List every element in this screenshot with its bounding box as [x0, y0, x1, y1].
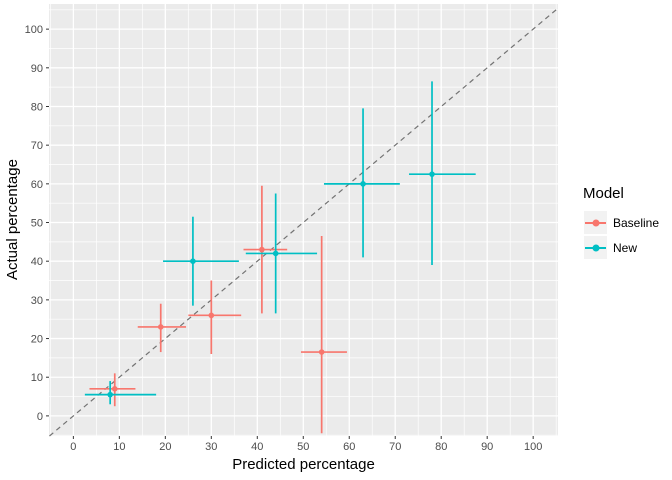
data-point-new-4: [429, 171, 435, 177]
x-tick-label: 90: [481, 441, 493, 453]
y-tick-label: 60: [31, 179, 43, 191]
y-tick-label: 90: [31, 63, 43, 75]
y-tick-label: 100: [25, 24, 43, 36]
data-point-baseline-2: [208, 312, 215, 319]
y-tick-label: 20: [31, 334, 43, 346]
data-point-baseline-4: [318, 349, 325, 355]
x-tick-label: 10: [113, 441, 125, 453]
legend-label-baseline: Baseline: [613, 215, 660, 230]
x-tick-label: 100: [524, 441, 542, 453]
legend-key-dot: [592, 244, 599, 251]
data-point-baseline-0: [111, 386, 118, 392]
y-tick-label: 30: [31, 295, 43, 307]
y-tick-label: 80: [31, 101, 43, 113]
legend-item-baseline: Baseline: [584, 211, 659, 234]
y-tick-label: 50: [31, 218, 43, 230]
data-point-baseline-1: [157, 324, 164, 330]
x-tick-label: 40: [251, 441, 263, 453]
data-point-new-2: [272, 250, 279, 257]
x-axis-title: Predicted percentage: [232, 456, 375, 473]
data-point-new-3: [360, 181, 366, 187]
x-tick-label: 20: [159, 441, 171, 453]
y-tick-label: 70: [31, 140, 43, 152]
data-point-new-1: [190, 258, 196, 264]
data-point-baseline-3: [259, 246, 265, 253]
y-axis-title: Actual percentage: [4, 159, 21, 281]
x-tick-label: 60: [343, 441, 355, 453]
legend-key-icon-new: [584, 236, 607, 259]
x-tick-label: 0: [70, 441, 76, 453]
legend-key-dot: [592, 219, 599, 226]
legend-key-icon-baseline: [584, 211, 607, 234]
identity-line: [49, 7, 559, 437]
x-tick-label: 30: [205, 441, 217, 453]
legend-label-new: New: [613, 240, 638, 255]
legend-items: Baseline New: [581, 211, 659, 259]
x-tick-label: 70: [389, 441, 401, 453]
x-tick-label: 80: [435, 441, 447, 453]
y-tick-label: 10: [31, 372, 43, 384]
data-point-new-0: [107, 391, 113, 398]
legend: Model Baseline New: [581, 185, 659, 261]
y-tick-label: 40: [31, 256, 43, 268]
legend-item-new: New: [584, 236, 659, 259]
y-tick-label: 0: [37, 411, 43, 423]
x-tick-label: 50: [297, 441, 309, 453]
legend-title: Model: [583, 185, 624, 202]
